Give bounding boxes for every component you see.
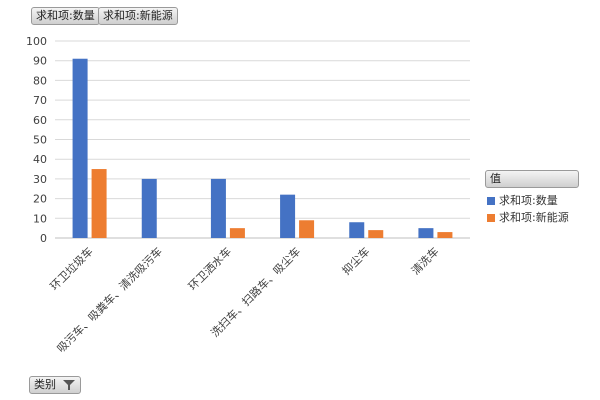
legend-swatch-new-energy	[487, 214, 495, 222]
y-tick-label: 20	[33, 193, 47, 206]
x-tick-label: 环卫垃圾车	[47, 244, 96, 293]
y-tick-label: 10	[33, 212, 47, 225]
y-tick-label: 40	[33, 153, 47, 166]
y-tick-label: 70	[33, 94, 47, 107]
bar-new-energy[interactable]	[437, 232, 453, 238]
x-tick-label: 环卫洒水车	[185, 244, 234, 293]
bar-quantity[interactable]	[418, 228, 434, 238]
gridlines	[55, 40, 470, 239]
bar-new-energy[interactable]	[229, 228, 245, 238]
y-tick-label: 80	[33, 74, 47, 87]
y-tick-label: 30	[33, 173, 47, 186]
bar-quantity[interactable]	[210, 178, 226, 238]
y-tick-label: 90	[33, 55, 47, 68]
bars	[72, 58, 453, 239]
x-tick-label: 抑尘车	[339, 244, 372, 277]
legend-item-new-energy: 求和项:新能源	[487, 209, 569, 225]
field-button-new-energy[interactable]: 求和项:新能源	[98, 7, 178, 25]
legend-title-button[interactable]: 值	[485, 170, 579, 188]
bar-new-energy[interactable]	[299, 220, 315, 238]
y-axis-ticks: 0 10 20 30 40 50 60 70 80 90 100	[26, 35, 47, 245]
field-button-quantity[interactable]: 求和项:数量	[31, 7, 100, 25]
bar-quantity[interactable]	[280, 194, 296, 238]
bar-new-energy[interactable]	[368, 230, 384, 238]
y-tick-label: 50	[33, 134, 47, 147]
filter-icon[interactable]	[60, 378, 78, 392]
legend-swatch-quantity	[487, 197, 495, 205]
x-tick-label: 清洗车	[408, 244, 441, 277]
bar-quantity[interactable]	[349, 222, 365, 238]
y-tick-label: 60	[33, 114, 47, 127]
field-button-category[interactable]: 类别	[29, 376, 81, 394]
y-tick-label: 100	[26, 35, 47, 48]
bar-quantity[interactable]	[72, 58, 88, 239]
legend-label-new-energy: 求和项:新能源	[499, 211, 569, 224]
legend-item-quantity: 求和项:数量	[487, 192, 558, 208]
category-label: 类别	[34, 378, 56, 391]
y-tick-label: 0	[40, 232, 47, 245]
bar-quantity[interactable]	[141, 178, 157, 238]
bar-new-energy[interactable]	[91, 169, 107, 238]
legend-label-quantity: 求和项:数量	[499, 194, 558, 207]
